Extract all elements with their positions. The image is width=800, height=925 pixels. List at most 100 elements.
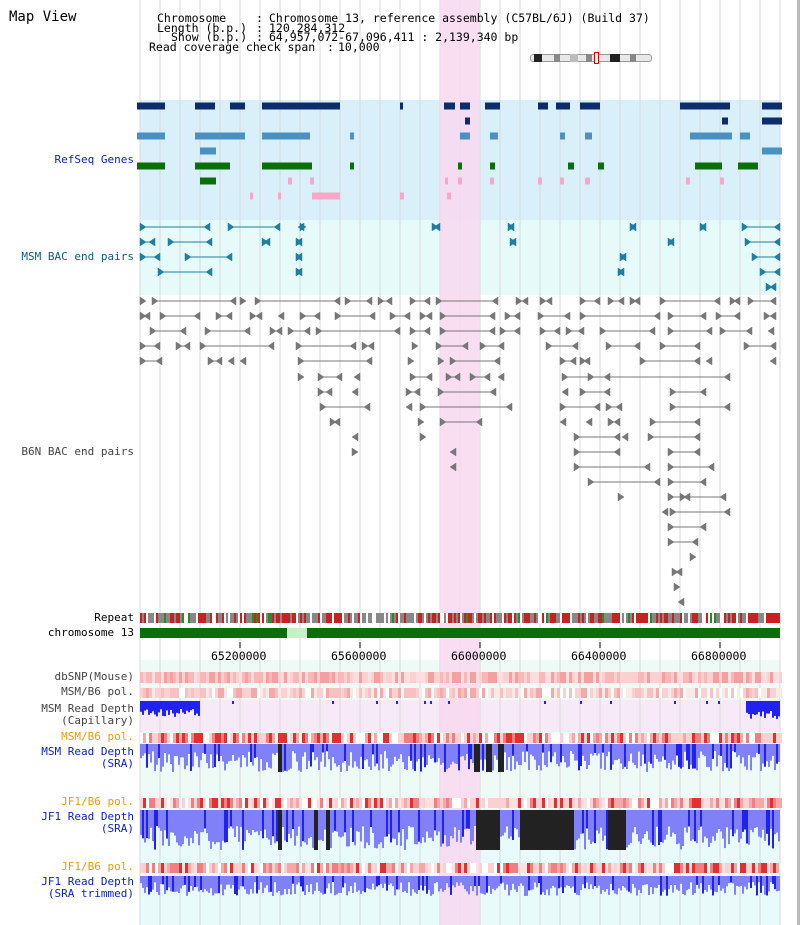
depth-bar — [476, 810, 478, 850]
heat-cell — [197, 688, 200, 698]
depth-bar — [492, 810, 494, 850]
depth-bar — [254, 810, 256, 833]
depth-bar — [184, 876, 186, 885]
bac-end-marker — [435, 296, 443, 306]
heat-cell — [245, 733, 248, 743]
heat-cell — [296, 733, 299, 743]
refseq-gene — [762, 117, 782, 125]
heat-cell — [611, 798, 614, 808]
bac-end-marker — [239, 356, 247, 366]
bac-end-marker — [361, 341, 369, 351]
heat-cell — [362, 863, 365, 873]
bac-end-marker — [437, 387, 445, 397]
depth-bar — [192, 810, 194, 844]
heat-cell — [536, 688, 539, 698]
bac-end-marker — [653, 311, 661, 321]
depth-bar — [298, 810, 300, 827]
heat-cell — [617, 688, 620, 698]
depth-bar — [502, 876, 504, 883]
depth-bar — [678, 876, 680, 891]
bac-end-marker — [349, 341, 357, 351]
heat-cell — [674, 733, 677, 743]
depth-bar — [588, 744, 590, 766]
depth-bar — [316, 810, 318, 850]
heat-cell — [635, 798, 638, 808]
heat-cell — [293, 798, 296, 808]
depth-bar — [632, 876, 634, 884]
depth-bar — [720, 810, 722, 832]
heat-cell — [434, 688, 437, 698]
depth-bar — [670, 876, 672, 886]
bac-end-marker — [513, 326, 521, 336]
depth-bar — [392, 810, 394, 839]
depth-bar — [394, 876, 396, 896]
repeat-segment — [558, 613, 560, 623]
heat-cell — [743, 863, 746, 873]
bac-end-marker — [139, 296, 147, 306]
heat-cell — [338, 672, 341, 683]
heat-cell — [722, 798, 725, 808]
highlight-region — [440, 0, 480, 925]
depth-bar — [564, 876, 566, 888]
repeat-segment — [302, 613, 304, 623]
heat-cell — [599, 672, 602, 683]
heat-cell — [698, 798, 701, 808]
depth-bar — [322, 810, 324, 841]
bac-end-marker — [659, 296, 667, 306]
heat-cell — [572, 672, 575, 683]
heat-cell — [764, 863, 767, 873]
heat-cell — [701, 863, 704, 873]
depth-bar — [764, 810, 766, 841]
depth-bar — [380, 876, 382, 884]
heat-cell — [347, 863, 350, 873]
depth-bar — [168, 744, 170, 755]
depth-bar — [320, 810, 322, 840]
bac-end-marker — [605, 341, 613, 351]
depth-bar — [628, 876, 630, 892]
heat-cell — [143, 672, 146, 683]
heat-cell — [377, 733, 380, 743]
heat-cell — [485, 733, 488, 743]
heat-cell — [299, 688, 302, 698]
heat-cell — [275, 688, 278, 698]
heat-cell — [572, 688, 575, 698]
heat-cell — [506, 672, 509, 683]
repeat-segment — [366, 613, 368, 623]
heat-cell — [392, 798, 395, 808]
heat-cell — [593, 672, 596, 683]
heat-cell — [755, 672, 758, 683]
heat-cell — [425, 733, 428, 743]
depth-bar — [730, 744, 732, 769]
heat-cell — [698, 863, 701, 873]
depth-bar — [292, 744, 294, 752]
repeat-segment — [464, 613, 466, 623]
depth-bar — [398, 876, 400, 890]
depth-bar — [566, 876, 568, 886]
heat-cell — [488, 672, 491, 683]
heat-cell — [719, 733, 722, 743]
chromosome-ideogram[interactable] — [530, 52, 652, 64]
heat-cell — [266, 733, 269, 743]
heat-cell — [164, 688, 167, 698]
heat-cell — [290, 863, 293, 873]
heat-cell — [644, 672, 647, 683]
heat-cell — [197, 733, 200, 743]
depth-bar — [570, 810, 572, 850]
depth-bar — [512, 744, 514, 756]
heat-cell — [482, 688, 485, 698]
depth-bar — [632, 810, 634, 833]
depth-bar — [190, 701, 192, 711]
heat-cell — [746, 863, 749, 873]
heat-cell — [443, 863, 446, 873]
depth-bar — [590, 810, 592, 845]
bac-end-marker — [184, 252, 192, 262]
depth-bar — [186, 744, 188, 766]
repeat-segment — [148, 613, 150, 623]
repeat-segment — [316, 613, 318, 623]
track-label-jf1-depth-sra-1: JF1 Read Depth — [41, 810, 134, 823]
heat-cell — [254, 863, 257, 873]
heat-cell — [605, 688, 608, 698]
depth-bar — [370, 876, 372, 890]
